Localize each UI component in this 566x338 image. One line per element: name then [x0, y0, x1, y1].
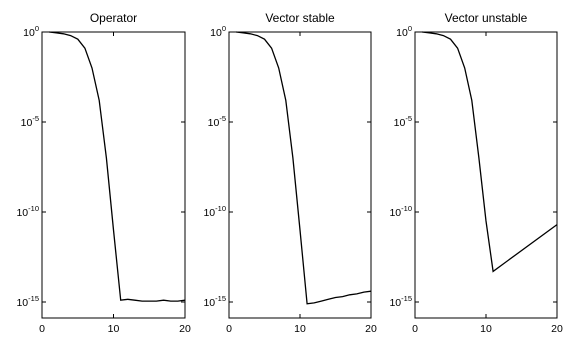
- x-tick-label: 20: [365, 323, 377, 335]
- x-tick-label: 10: [480, 323, 492, 335]
- axes-frame-1: [41, 31, 186, 319]
- y-tick-label: 10-10: [389, 204, 412, 219]
- y-tick-label: 100: [396, 24, 412, 39]
- y-tick-label: 10-5: [21, 114, 39, 129]
- y-tick-label: 10-5: [208, 114, 226, 129]
- x-tick-label: 0: [39, 323, 45, 335]
- x-tick-label: 10: [294, 323, 306, 335]
- y-tick-label: 10-10: [203, 204, 226, 219]
- x-tick-label: 10: [108, 323, 120, 335]
- series-line-1: [49, 31, 186, 302]
- panel-title-1: Operator: [90, 11, 137, 25]
- panel-title-2: Vector stable: [265, 11, 335, 25]
- axes-frame-2: [228, 31, 372, 319]
- y-tick-label: 10-10: [16, 204, 39, 219]
- y-tick-label: 100: [210, 24, 226, 39]
- series-line-2: [236, 31, 372, 305]
- y-tick-label: 10-15: [16, 294, 39, 309]
- x-tick-label: 20: [551, 323, 563, 335]
- x-tick-label: 0: [226, 323, 232, 335]
- x-tick-label: 0: [412, 323, 418, 335]
- y-tick-label: 100: [23, 24, 39, 39]
- y-tick-label: 10-15: [203, 294, 226, 309]
- y-tick-label: 10-15: [389, 294, 412, 309]
- x-tick-label: 20: [179, 323, 191, 335]
- series-line-3: [422, 31, 558, 273]
- y-tick-label: 10-5: [394, 114, 412, 129]
- axes-frame-3: [414, 31, 558, 319]
- panel-title-3: Vector unstable: [445, 11, 528, 25]
